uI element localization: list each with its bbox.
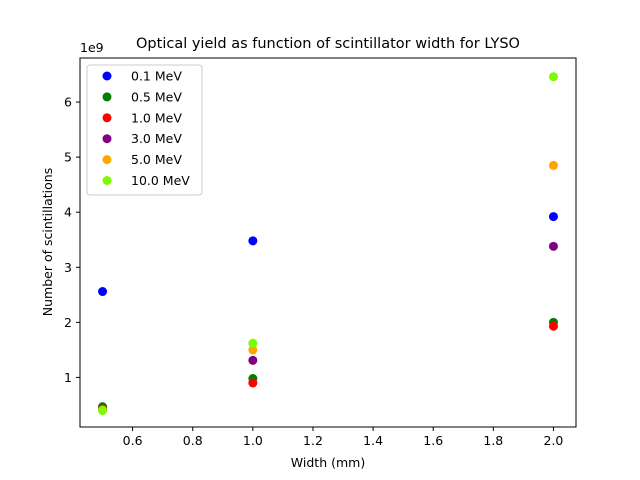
y-tick-label: 2 [64,315,72,330]
legend-marker [102,71,112,81]
legend-entry-label: 0.5 MeV [131,89,182,104]
data-point [548,160,558,170]
x-tick-label: 0.8 [183,433,203,448]
data-point [248,236,258,246]
data-point [248,378,258,388]
x-axis-ticks: 0.6 0.8 1.0 1.2 1.4 1.6 1.8 2.0 [123,427,564,448]
x-tick-label: 2.0 [544,433,564,448]
legend-marker [102,113,112,123]
chart-title: Optical yield as function of scintillato… [136,36,520,52]
legend-marker [102,134,112,144]
y-tick-label: 3 [64,260,72,275]
data-point [548,212,558,222]
data-point [548,321,558,331]
legend-entry-label: 10.0 MeV [131,173,190,188]
y-tick-label: 6 [64,95,72,110]
data-point [248,338,258,348]
legend-marker [102,155,112,165]
legend-entry-label: 1.0 MeV [131,110,182,125]
y-axis-ticks: 1 2 3 4 5 6 [64,95,80,385]
y-tick-label: 4 [64,205,72,220]
data-point [248,355,258,365]
data-point [548,241,558,251]
legend-entry-label: 5.0 MeV [131,152,182,167]
x-tick-label: 0.6 [123,433,143,448]
data-point [98,405,108,415]
x-tick-label: 1.8 [483,433,503,448]
plot-area-frame [79,57,577,428]
data-points [98,72,558,415]
y-tick-label: 1 [64,370,72,385]
legend-marker [102,92,112,102]
y-axis-label: Number of scintillations [40,168,55,316]
x-tick-label: 1.4 [363,433,383,448]
legend: 0.1 MeV 0.5 MeV 1.0 MeV 3.0 MeV 5.0 MeV 10.0 … [86,64,203,196]
y-axis-offset-label: 1e9 [80,40,104,55]
data-point [98,287,108,297]
x-tick-label: 1.6 [423,433,443,448]
legend-entry-label: 3.0 MeV [131,131,182,146]
data-point [548,72,558,82]
legend-entry-label: 0.1 MeV [131,69,182,84]
x-tick-label: 1.0 [243,433,263,448]
data-point [248,345,258,355]
x-tick-label: 1.2 [303,433,323,448]
legend-marker [102,176,112,185]
x-axis-label: Width (mm) [291,455,365,470]
legend-box [86,64,203,196]
y-tick-label: 5 [64,150,72,165]
